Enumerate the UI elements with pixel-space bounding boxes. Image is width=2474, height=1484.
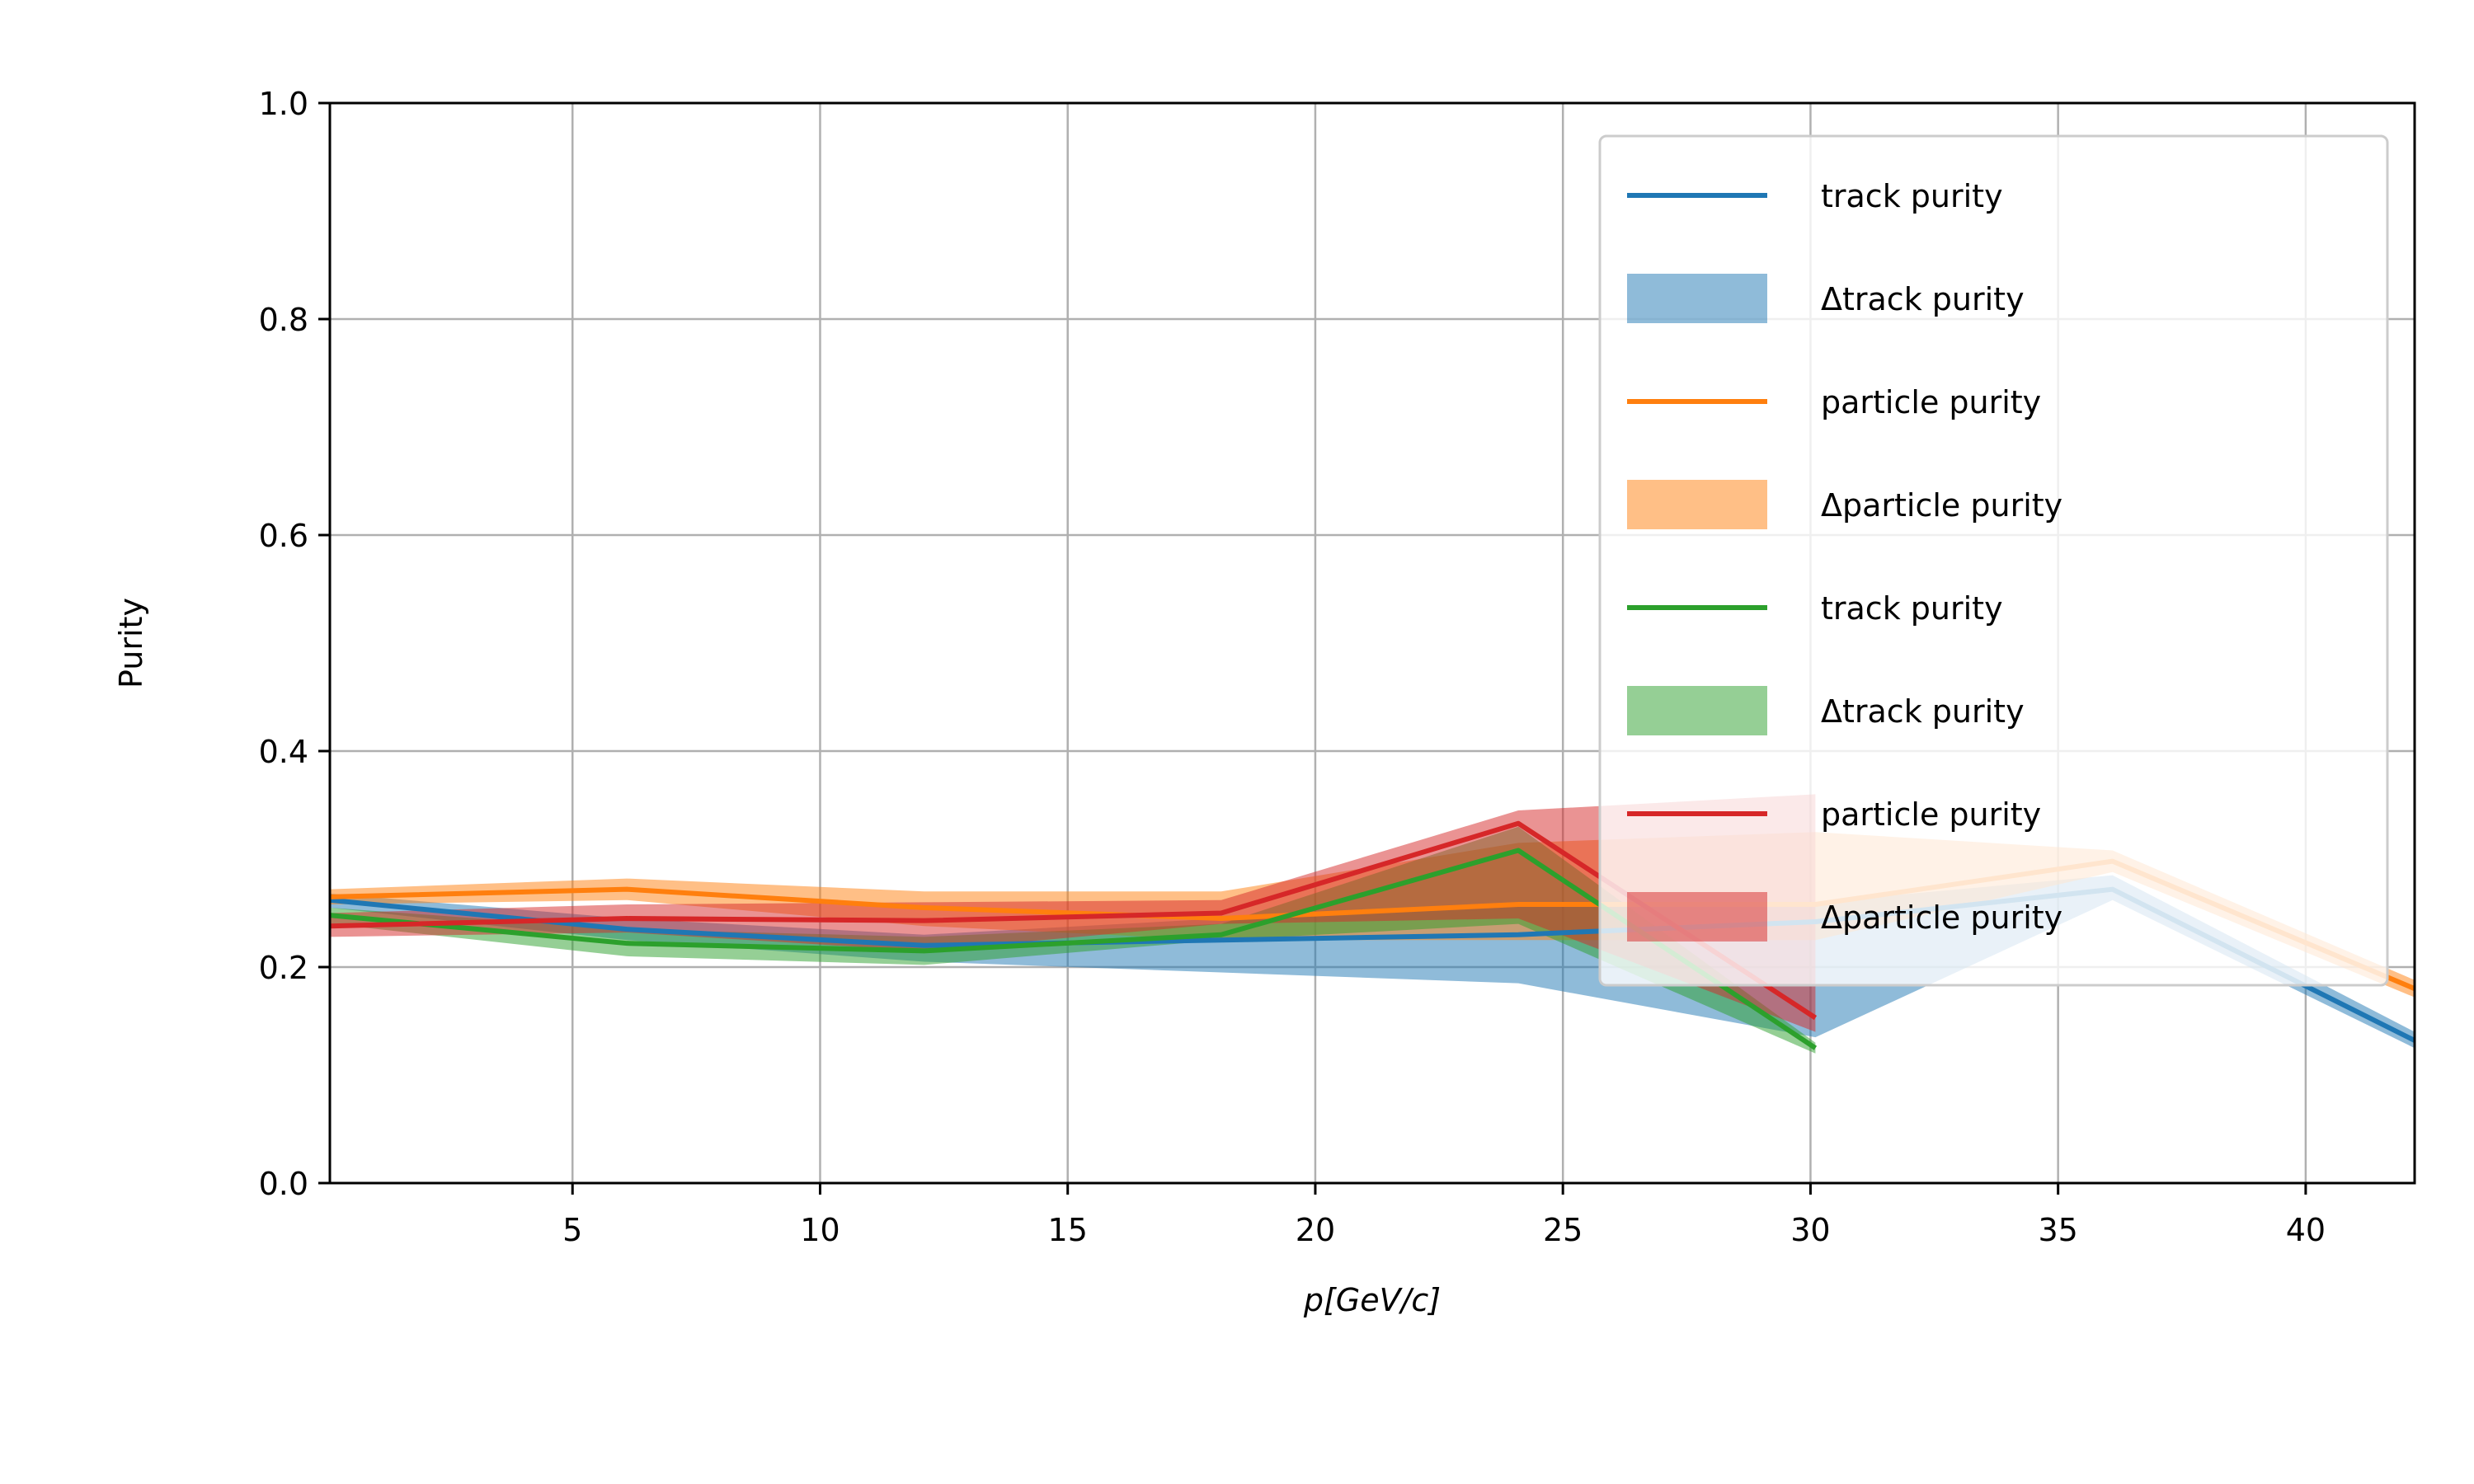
legend-entry-band: Δtrack purity bbox=[1821, 693, 2025, 730]
x-tick-label: 15 bbox=[1048, 1212, 1088, 1248]
y-axis-label: Purity bbox=[113, 598, 149, 688]
x-tick-label: 40 bbox=[2286, 1212, 2326, 1248]
axis-ticks: 5 10 15 20 25 30 35 40 0.0 0.2 0.4 0.6 0.8 1.0 bbox=[259, 86, 2326, 1248]
x-tick-label: 10 bbox=[800, 1212, 840, 1248]
legend-box bbox=[1598, 134, 2389, 987]
x-tick-label: 35 bbox=[2038, 1212, 2077, 1248]
legend-entry-line: particle purity bbox=[1821, 384, 2041, 420]
y-tick-label: 0.2 bbox=[259, 950, 308, 986]
x-axis-label: p[GeV/c] bbox=[1303, 1282, 1441, 1318]
legend-entry-line: track purity bbox=[1821, 590, 2003, 627]
x-tick-label: 30 bbox=[1790, 1212, 1830, 1248]
x-tick-label: 20 bbox=[1296, 1212, 1335, 1248]
legend-band-swatch bbox=[1627, 892, 1767, 942]
x-tick-label: 5 bbox=[562, 1212, 582, 1248]
y-tick-label: 1.0 bbox=[259, 86, 308, 122]
legend-band-swatch bbox=[1627, 686, 1767, 735]
legend-entry-band: Δparticle purity bbox=[1821, 899, 2062, 936]
y-tick-label: 0.8 bbox=[259, 302, 308, 338]
legend: track purity Δtrack purity particle purity… bbox=[1598, 134, 2389, 987]
y-tick-label: 0.6 bbox=[259, 518, 308, 554]
y-tick-label: 0.0 bbox=[259, 1166, 308, 1202]
plot-frame bbox=[328, 101, 2416, 1185]
series-line bbox=[329, 848, 1818, 1050]
legend-entry-line: track purity bbox=[1821, 178, 2003, 214]
x-tick-label: 25 bbox=[1543, 1212, 1583, 1248]
legend-entry-band: Δtrack purity bbox=[1821, 281, 2025, 317]
legend-entry-band: Δparticle purity bbox=[1821, 487, 2062, 524]
series-line bbox=[329, 820, 1818, 1021]
legend-entry-line: particle purity bbox=[1821, 796, 2041, 833]
legend-band-swatch bbox=[1627, 480, 1767, 529]
legend-band-swatch bbox=[1627, 274, 1767, 323]
y-tick-label: 0.4 bbox=[259, 734, 308, 770]
